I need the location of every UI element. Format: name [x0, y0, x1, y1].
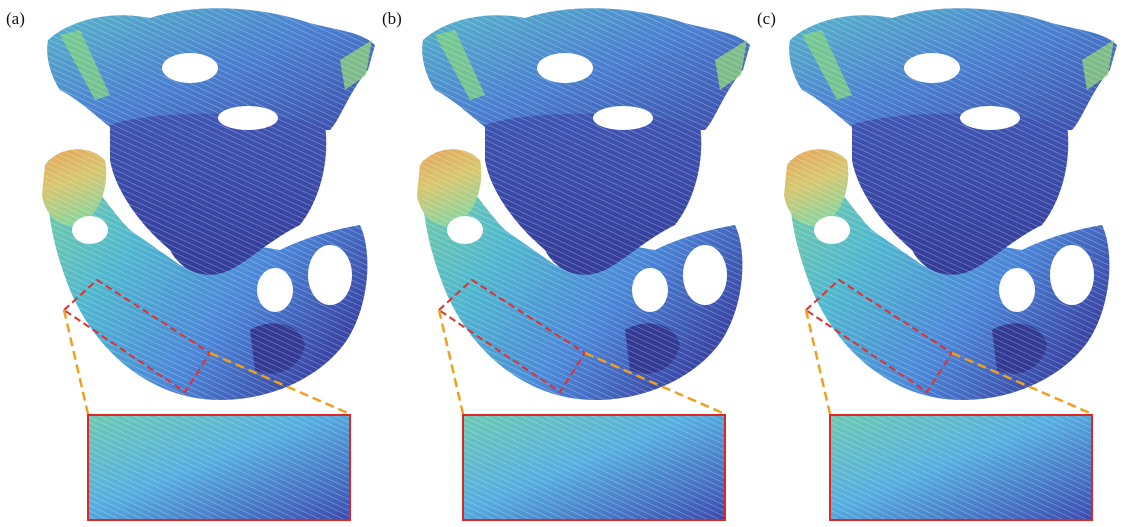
panel-b-image — [417, 8, 750, 520]
figure: (a) (b) (c) — [0, 0, 1124, 522]
panel-label: (c) — [757, 9, 776, 28]
panel-label: (b) — [382, 9, 402, 28]
panel-label: (a) — [6, 9, 25, 28]
panel-c-image — [784, 8, 1117, 520]
panel-a-image — [42, 8, 375, 520]
